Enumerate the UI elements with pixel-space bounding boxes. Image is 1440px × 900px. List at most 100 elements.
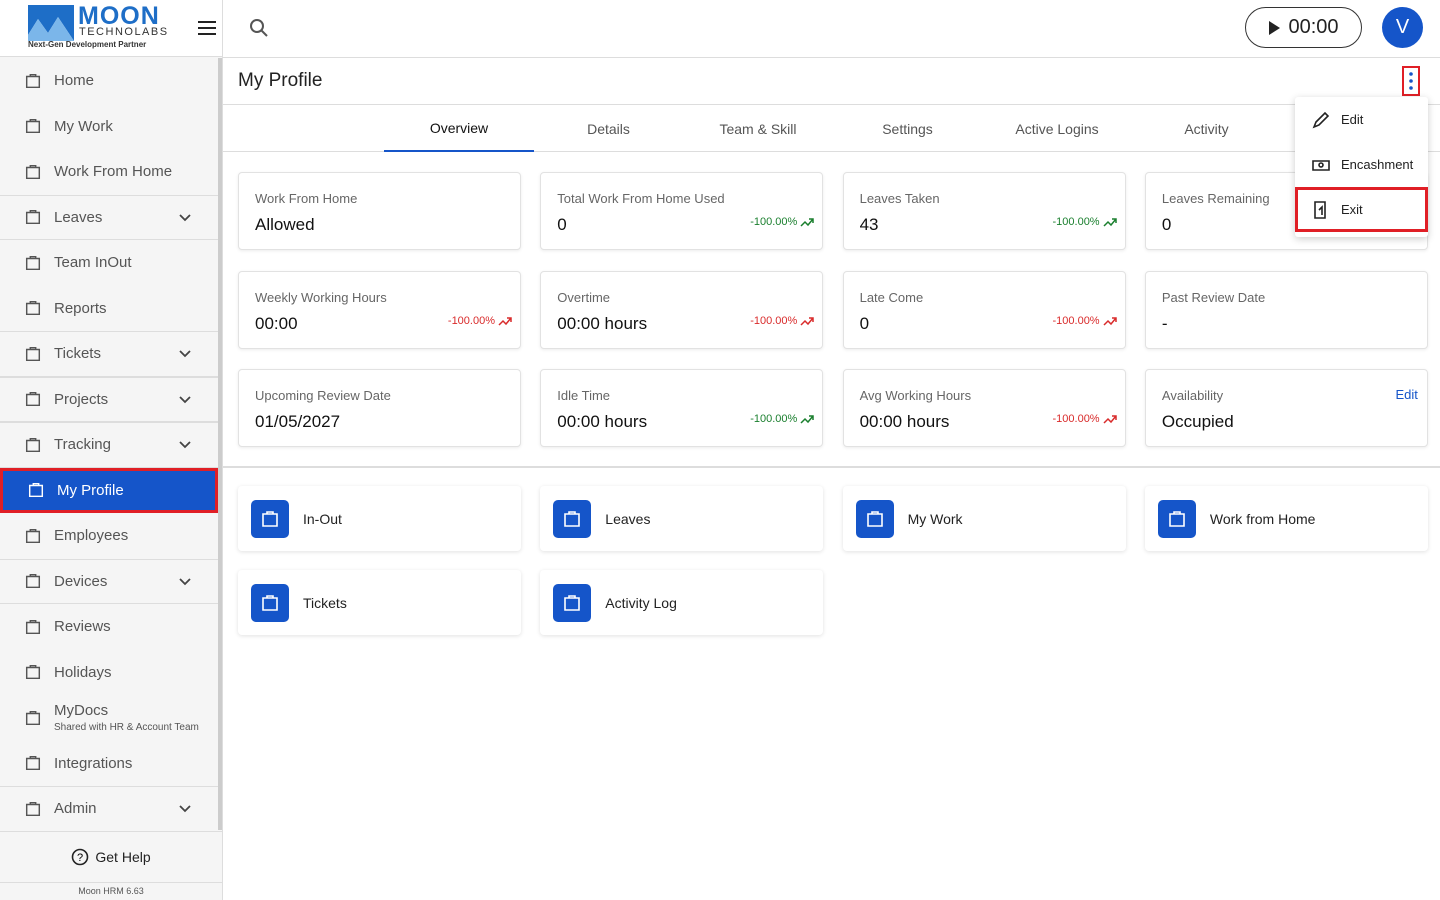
stat-change: -100.00%: [1053, 413, 1117, 425]
trend-icon: [800, 218, 815, 227]
quick-link[interactable]: My Work: [842, 486, 1126, 551]
trend-icon: [1103, 218, 1117, 227]
chevron-shape: [179, 350, 191, 358]
logo: MOON TECHNOLABS Next-Gen Development Par…: [0, 0, 222, 57]
icon: [25, 665, 41, 680]
icon: [262, 510, 278, 527]
chevron-shape: [179, 577, 191, 585]
nav-item[interactable]: Employees: [0, 513, 218, 559]
tab[interactable]: Active Logins: [1015, 120, 1099, 137]
quick-link-label: Tickets: [303, 594, 347, 611]
icon-shape: [262, 510, 278, 527]
icon-shape: [25, 164, 41, 179]
trend-shape: [800, 316, 815, 326]
dropdown-menu: Edit Encashment Exit: [1295, 97, 1428, 237]
nav-text: MyDocs Shared with HR & Account Team: [54, 702, 199, 733]
nav-text: Admin: [54, 800, 97, 817]
nav-label: Holidays: [54, 663, 112, 681]
more-menu[interactable]: [1402, 66, 1420, 96]
stat-card: Late Come 0 -100.00%: [842, 270, 1126, 349]
nav-item[interactable]: Tracking: [0, 422, 218, 468]
quick-link[interactable]: Tickets: [238, 570, 521, 635]
nav-text: Integrations: [54, 755, 132, 772]
icon: [25, 392, 41, 407]
nav-item[interactable]: Team InOut: [0, 240, 218, 286]
icon-shape: [25, 801, 41, 816]
tab[interactable]: Details: [587, 120, 630, 137]
stat-card: Avg Working Hours 00:00 hours -100.00%: [842, 369, 1126, 447]
quick-link-icon: [855, 499, 894, 538]
avatar[interactable]: V: [1382, 7, 1423, 48]
card-action[interactable]: Edit: [1395, 387, 1418, 402]
stat-value: 43: [859, 215, 879, 234]
icon: [25, 164, 41, 179]
stat-value: 00:00 hours: [557, 412, 648, 431]
stat-label: Late Come: [859, 289, 924, 305]
quick-link-icon: [553, 499, 592, 538]
trend-icon: [1103, 316, 1117, 326]
nav-item[interactable]: Devices: [0, 558, 218, 604]
nav-item[interactable]: My Work: [0, 104, 218, 150]
nav-item[interactable]: MyDocs Shared with HR & Account Team: [0, 695, 218, 741]
divider: [223, 466, 1440, 468]
icon: [262, 594, 278, 611]
nav-item[interactable]: Reviews: [0, 604, 218, 650]
change-text: -100.00%: [1052, 413, 1100, 425]
quick-link[interactable]: Leaves: [540, 486, 824, 551]
help[interactable]: ? Get Help: [0, 831, 222, 883]
tabs: Overview Details Team & Skill Settings Activ…: [223, 104, 1440, 152]
search[interactable]: [249, 18, 269, 38]
nav-item[interactable]: Integrations: [0, 741, 218, 787]
nav-item[interactable]: Home: [0, 58, 218, 104]
stat-value: Occupied: [1161, 412, 1234, 431]
trend-shape: [800, 415, 815, 424]
tab[interactable]: Team & Skill: [719, 120, 797, 137]
nav-text: My Work: [54, 118, 113, 135]
nav-item[interactable]: My Profile: [0, 467, 218, 513]
stat-card: Work From Home Allowed: [238, 172, 521, 250]
stat-value: 00:00: [255, 313, 298, 333]
page-title: My Profile: [238, 70, 323, 91]
icon-shape: [866, 510, 883, 527]
stat-value: 0: [557, 215, 567, 234]
menu-item[interactable]: Edit: [1295, 97, 1428, 142]
nav-item[interactable]: Work From Home: [0, 149, 218, 195]
icon-shape: [25, 665, 41, 680]
icon: [25, 756, 41, 771]
menu-item[interactable]: Encashment: [1295, 142, 1428, 187]
nav-text: Home: [54, 72, 94, 89]
tab[interactable]: Activity: [1184, 120, 1229, 137]
nav-item[interactable]: Projects: [0, 376, 218, 422]
nav-item[interactable]: Holidays: [0, 650, 218, 696]
quick-link[interactable]: Work from Home: [1144, 486, 1428, 551]
menu-toggle[interactable]: [198, 21, 216, 35]
icon-shape: [25, 528, 41, 543]
icon: [1314, 200, 1326, 219]
trend-icon: [1103, 415, 1117, 424]
stat-value: 00:00 hours: [557, 313, 648, 333]
nav-text: Devices: [54, 573, 107, 590]
stat-card: Total Work From Home Used 0 -100.00%: [540, 172, 824, 250]
icon-shape: [25, 346, 41, 361]
icon-shape: [25, 301, 41, 316]
stat-value: 0: [859, 313, 870, 333]
stat-label: Weekly Working Hours: [255, 289, 387, 305]
quick-link[interactable]: In-Out: [238, 486, 521, 551]
stat-label: Leaves Remaining: [1161, 191, 1270, 206]
timer[interactable]: 00:00: [1245, 7, 1362, 48]
logo-name: MOON: [78, 2, 160, 30]
nav-label: Work From Home: [54, 163, 173, 181]
tab[interactable]: Overview: [384, 105, 534, 152]
tab[interactable]: Settings: [882, 120, 933, 137]
nav-item[interactable]: Admin: [0, 786, 218, 832]
icon-shape: [1169, 510, 1185, 527]
icon-shape: [25, 73, 41, 88]
nav-label: Admin: [54, 800, 97, 818]
menu-item[interactable]: Exit: [1295, 187, 1428, 232]
quick-link[interactable]: Activity Log: [540, 570, 824, 635]
stat-value: 00:00 hours: [859, 412, 950, 431]
nav-item[interactable]: Reports: [0, 286, 218, 332]
nav-item[interactable]: Leaves: [0, 194, 218, 240]
nav-item[interactable]: Tickets: [0, 331, 218, 377]
